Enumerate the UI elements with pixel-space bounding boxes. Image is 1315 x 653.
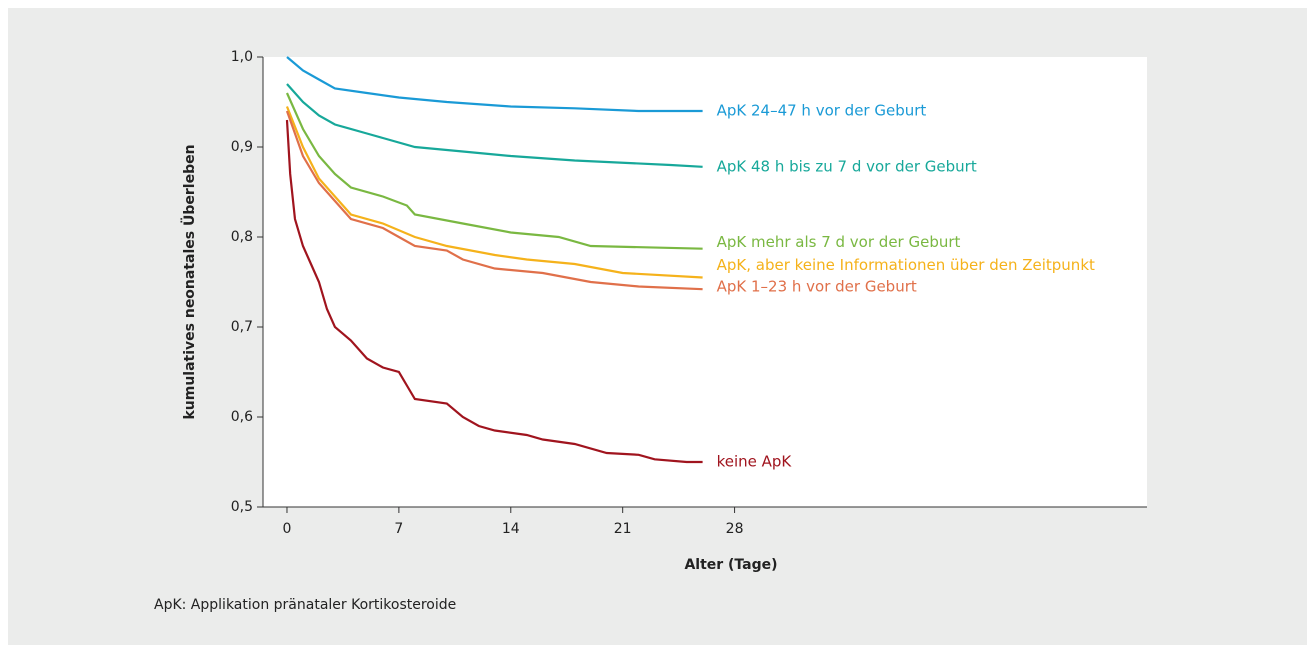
x-tick-label: 21 bbox=[614, 521, 632, 537]
y-tick-label: 0,6 bbox=[231, 409, 253, 425]
series-label: ApK 1–23 h vor der Geburt bbox=[717, 278, 917, 296]
series-line bbox=[285, 106, 703, 279]
series-line bbox=[286, 56, 703, 113]
x-axis-label: Alter (Tage) bbox=[684, 557, 777, 573]
series-label: ApK, aber keine Informationen über den Z… bbox=[717, 256, 1095, 274]
y-tick-label: 0,5 bbox=[231, 499, 253, 515]
series-label: ApK 48 h bis zu 7 d vor der Geburt bbox=[717, 157, 977, 175]
y-tick-label: 0,8 bbox=[231, 229, 253, 245]
series-label: ApK 24–47 h vor der Geburt bbox=[717, 102, 927, 120]
y-tick-label: 0,9 bbox=[231, 139, 253, 155]
x-tick-label: 0 bbox=[283, 521, 292, 537]
series-label: ApK mehr als 7 d vor der Geburt bbox=[717, 233, 961, 251]
plot-area bbox=[263, 57, 1147, 507]
series-line bbox=[286, 83, 703, 168]
y-tick-label: 0,7 bbox=[231, 319, 253, 335]
series-line bbox=[285, 110, 703, 291]
series-label: keine ApK bbox=[717, 453, 793, 471]
x-tick-label: 28 bbox=[726, 521, 744, 537]
footnote: ApK: Applikation pränataler Kortikostero… bbox=[154, 597, 456, 613]
x-tick-label: 14 bbox=[502, 521, 520, 537]
y-tick-label: 1,0 bbox=[231, 49, 253, 65]
series-line bbox=[285, 119, 703, 464]
x-tick-label: 7 bbox=[394, 521, 403, 537]
series-line bbox=[285, 92, 703, 250]
y-axis-label: kumulatives neonatales Überleben bbox=[180, 144, 198, 419]
